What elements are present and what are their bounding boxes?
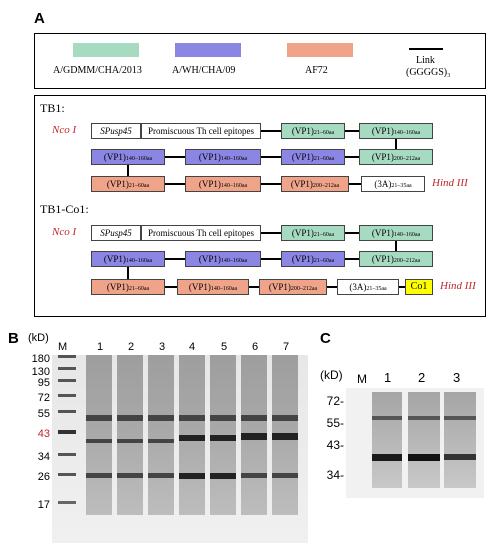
tb1-r3-vp1-200: (VP1)200–212aa [281,176,349,192]
legend-swatch-af72 [287,43,353,57]
tb1-r3-vp1-21: (VP1)21–60aa [91,176,165,192]
link-line [261,258,281,260]
panel-b-label: B [8,330,19,347]
tb1co1-r2-vp1-200: (VP1)200–212aa [359,251,433,267]
link-line [127,267,129,279]
tb1co1-r2-vp1-21: (VP1)21–60aa [281,251,345,267]
legend-label-af72: AF72 [305,65,328,76]
legend-label-wh: A/WH/CHA/09 [172,65,236,76]
tb1-r1-vp1-140: (VP1)140–160aa [359,123,433,139]
gel-c-bands [372,416,476,461]
link-line [261,130,281,132]
gel-b-lane-3: 3 [159,341,166,353]
gel-b-marker-55: 55 [37,408,50,420]
gel-b-lane-1: 1 [97,341,104,353]
gel-b-lane-7: 7 [283,341,290,353]
gel-c-marker-72: 72- [326,394,344,408]
link-line [395,241,397,251]
tb1co1-r1-vp1-140: (VP1)140–160aa [359,225,433,241]
legend-label-link: Link [416,55,435,66]
gel-c-marker-34: 34- [326,468,344,482]
link-line [261,183,281,185]
tb1co1-r3-vp1-200: (VP1)200–212aa [259,279,327,295]
tb1-r2-vp1-140a: (VP1)140–160aa [91,149,165,165]
link-line [345,130,359,132]
gel-b-image [52,355,308,543]
gel-b-marker-130: 130 [31,366,50,378]
gel-c-lane-2: 2 [418,370,426,385]
legend-swatch-gdmm [73,43,139,57]
tb1co1-epitope-block: Promiscuous Th cell epitopes [141,225,261,241]
tb1-r2-vp1-200: (VP1)200–212aa [359,149,433,165]
gel-b-marker-95: 95 [37,377,50,389]
legend-label-link-seq: (GGGGS)₃ [406,67,451,78]
link-line [261,156,281,158]
gel-c-lanes [372,392,476,488]
link-line [165,156,185,158]
link-line [345,232,359,234]
link-line [349,183,361,185]
tb1co1-nco-site: Nco I [52,226,77,238]
tb1co1-r2-vp1-140b: (VP1)140–160aa [185,251,261,267]
tb1-hind-site: Hind III [432,177,468,189]
tb1-r2-vp1-140b: (VP1)140–160aa [185,149,261,165]
link-line [327,286,337,288]
tb1-r3-vp1-140: (VP1)140–160aa [185,176,261,192]
gel-b-marker-ladder [58,355,76,504]
gel-c-kd-label: (kD) [320,368,343,382]
gel-b-bands [86,415,298,479]
link-line [165,258,185,260]
gel-b-marker-34: 34 [37,451,50,463]
construct-box [34,95,486,317]
legend-label-gdmm: A/GDMM/CHA/2013 [53,65,142,76]
link-line [345,156,359,158]
gel-b-marker-lane-label: M [58,341,68,353]
link-line [261,232,281,234]
gel-c-lane-3: 3 [453,370,461,385]
link-line [399,286,405,288]
gel-c-marker-lane-label: M [357,372,367,386]
tb1co1-hind-site: Hind III [440,280,476,292]
tb1-epitope-block: Promiscuous Th cell epitopes [141,123,261,139]
gel-b-lane-2: 2 [128,341,135,353]
gel-b-lane-5: 5 [221,341,228,353]
panel-a-label: A [34,10,45,27]
gel-b-marker-72: 72 [37,392,50,404]
gel-b-kd-label: (kD) [28,332,49,344]
link-line [249,286,259,288]
gel-b-lane-4: 4 [189,341,196,353]
tb1co1-r1-vp1-21: (VP1)21–60aa [281,225,345,241]
panel-c-label: C [320,330,331,347]
gel-b-marker-43: 43 [37,428,50,440]
tb1co1-r2-vp1-140a: (VP1)140–160aa [91,251,165,267]
gel-c-image [346,388,484,498]
tb1-r3-3a: (3A)21–35aa [361,176,425,192]
tb1-title: TB1: [40,101,65,115]
gel-b-marker-26: 26 [37,471,50,483]
link-line [395,139,397,149]
tb1-spusp-block: SPusp45 [91,123,141,139]
gel-b-marker-17: 17 [37,499,50,511]
link-line [345,258,359,260]
tb1co1-co1-block: Co1 [405,279,433,295]
tb1-r1-vp1-21: (VP1)21–60aa [281,123,345,139]
tb1-nco-site: Nco I [52,124,77,136]
legend-link-line [409,48,443,50]
gel-b-lane-6: 6 [252,341,259,353]
tb1co1-r3-3a: (3A)21–35aa [337,279,399,295]
tb1co1-r3-vp1-140: (VP1)140–160aa [177,279,249,295]
legend-box: A/GDMM/CHA/2013 A/WH/CHA/09 AF72 Link (G… [34,33,486,89]
gel-c-marker-55: 55- [326,416,344,430]
legend-swatch-wh [175,43,241,57]
link-line [127,165,129,176]
gel-b-marker-180: 180 [31,353,50,365]
link-line [165,183,185,185]
tb1co1-spusp-block: SPusp45 [91,225,141,241]
gel-c-marker-43: 43- [326,438,344,452]
tb1-r2-vp1-21: (VP1)21–60aa [281,149,345,165]
gel-c-lane-1: 1 [384,370,392,385]
tb1co1-r3-vp1-21: (VP1)21–60aa [91,279,165,295]
tb1co1-title: TB1-Co1: [40,202,89,216]
link-line [165,286,177,288]
